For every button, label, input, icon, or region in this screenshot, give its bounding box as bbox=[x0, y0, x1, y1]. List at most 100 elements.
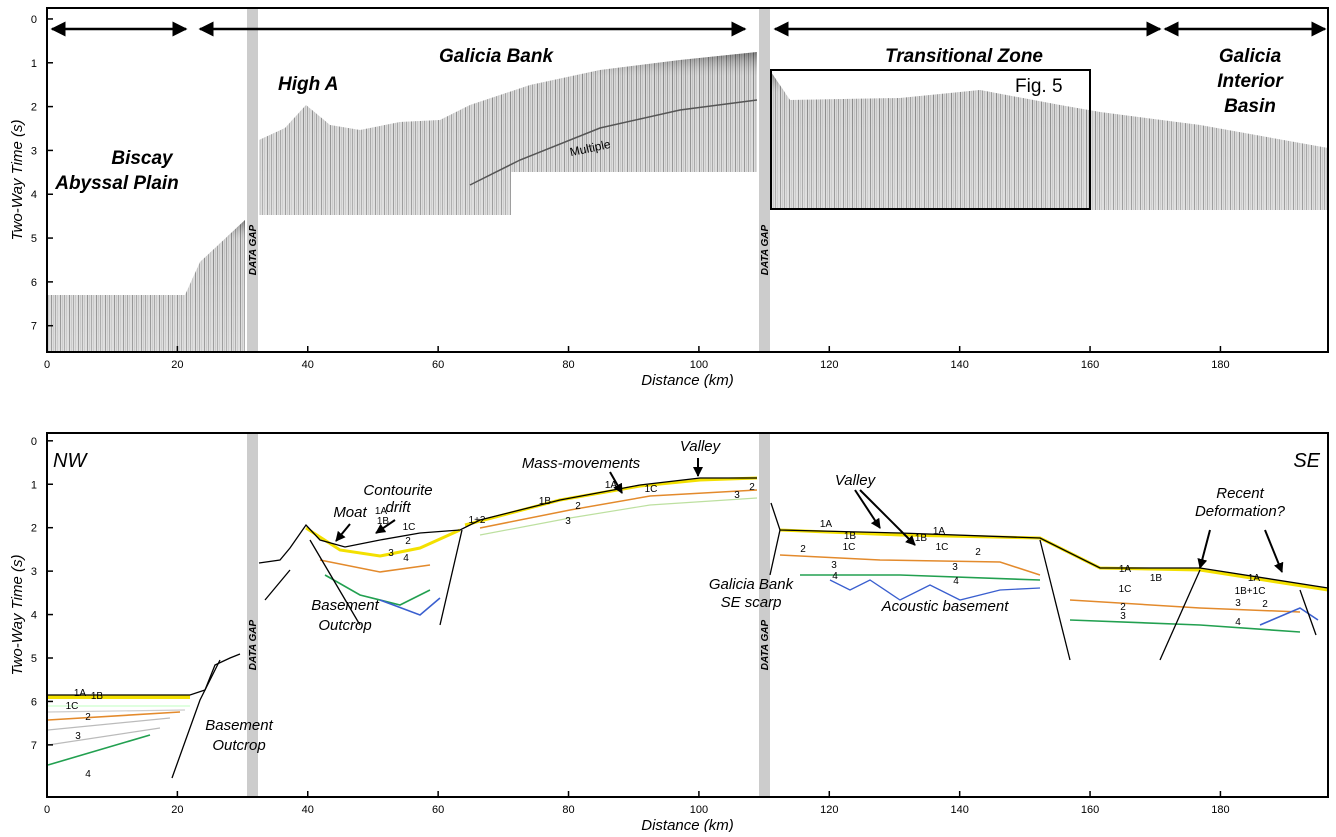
x-tick-label: 80 bbox=[562, 359, 574, 371]
gap-bar bbox=[247, 9, 258, 351]
unit-label: 1B+1C bbox=[1235, 586, 1266, 597]
label: Fig. 5 bbox=[1015, 76, 1063, 97]
unit-label: 2 bbox=[85, 712, 91, 723]
unit-label: 1C bbox=[645, 484, 658, 495]
region-label: Galicia Bank bbox=[439, 46, 554, 67]
unit-label: 3 bbox=[1235, 598, 1241, 609]
y-tick-label: 2 bbox=[31, 523, 37, 535]
seismic-profile: Biscay Abyssal Plain High A Galicia Bank… bbox=[48, 9, 1328, 352]
x-tick-label: 140 bbox=[950, 359, 968, 371]
x-tick-label: 140 bbox=[950, 804, 968, 816]
y-axis-label: Two-Way Time (s) bbox=[9, 120, 26, 241]
x-tick-label: 120 bbox=[820, 804, 838, 816]
unit-label: 1A bbox=[933, 526, 946, 537]
unit-label: 3 bbox=[831, 560, 837, 571]
region-label: High A bbox=[278, 74, 339, 95]
y-tick-label: 7 bbox=[31, 321, 37, 333]
y-tick-label: 5 bbox=[31, 233, 37, 245]
x-axis-label: Distance (km) bbox=[641, 817, 734, 832]
x-tick-label: 40 bbox=[302, 359, 314, 371]
label: Basement bbox=[311, 597, 379, 614]
label: Outcrop bbox=[318, 617, 371, 634]
unit-label: 4 bbox=[1235, 617, 1241, 628]
x-tick-label: 180 bbox=[1211, 359, 1229, 371]
y-tick-label: 2 bbox=[31, 102, 37, 114]
gap-bar bbox=[759, 434, 770, 796]
x-tick-label: 60 bbox=[432, 804, 444, 816]
y-tick-label: 6 bbox=[31, 696, 37, 708]
label: SE scarp bbox=[721, 594, 782, 611]
y-tick-label: 5 bbox=[31, 653, 37, 665]
label: Acoustic basement bbox=[881, 598, 1010, 615]
y-axis-label: Two-Way Time (s) bbox=[9, 555, 26, 676]
unit-label: 1C bbox=[66, 701, 79, 712]
label: Recent bbox=[1216, 485, 1264, 502]
y-tick-label: 7 bbox=[31, 740, 37, 752]
label: Outcrop bbox=[212, 737, 265, 754]
unit-label: 4 bbox=[832, 571, 838, 582]
gap-label: DATA GAP bbox=[760, 619, 771, 670]
x-tick-label: 160 bbox=[1081, 359, 1099, 371]
unit-label: 2 bbox=[1262, 599, 1268, 610]
region-label: Basin bbox=[1224, 96, 1276, 117]
unit-label: 3 bbox=[952, 562, 958, 573]
label: NW bbox=[53, 450, 88, 472]
label: Valley bbox=[835, 472, 877, 489]
label: Contourite bbox=[363, 482, 432, 499]
gap-label: DATA GAP bbox=[760, 224, 771, 275]
label: drift bbox=[385, 499, 411, 516]
y-tick-label: 6 bbox=[31, 277, 37, 289]
y-tick-label: 3 bbox=[31, 566, 37, 578]
unit-label: 1A bbox=[1119, 564, 1132, 575]
x-tick-label: 100 bbox=[690, 359, 708, 371]
y-tick-label: 4 bbox=[31, 610, 37, 622]
label: Deformation? bbox=[1195, 503, 1286, 520]
interpretation: NW SE Moat Contourite drift Mass-movemen… bbox=[48, 434, 1328, 796]
unit-label: 1B bbox=[91, 691, 104, 702]
y-tick-label: 3 bbox=[31, 145, 37, 157]
unit-label: 1C bbox=[1119, 584, 1132, 595]
y-tick-label: 0 bbox=[31, 14, 37, 26]
region-label: Transitional Zone bbox=[885, 46, 1043, 67]
unit-label: 3 bbox=[1120, 611, 1126, 622]
figure: Biscay Abyssal Plain High A Galicia Bank… bbox=[0, 0, 1336, 832]
unit-label: 1A bbox=[820, 519, 833, 530]
y-tick-label: 4 bbox=[31, 189, 37, 201]
label: Moat bbox=[333, 504, 367, 521]
unit-label: 3 bbox=[565, 516, 571, 527]
gap-bar bbox=[759, 9, 770, 351]
x-axis-label: Distance (km) bbox=[641, 372, 734, 389]
unit-label: 1C bbox=[936, 542, 949, 553]
x-tick-label: 20 bbox=[171, 804, 183, 816]
unit-label: 1C bbox=[403, 522, 416, 533]
unit-label: 1+2 bbox=[469, 515, 486, 526]
unit-label: 2 bbox=[975, 547, 981, 558]
y-tick-label: 1 bbox=[31, 479, 37, 491]
unit-label: 2 bbox=[405, 536, 411, 547]
x-tick-label: 100 bbox=[690, 804, 708, 816]
gap-label: DATA GAP bbox=[248, 224, 259, 275]
page: Biscay Abyssal Plain High A Galicia Bank… bbox=[0, 0, 1336, 832]
unit-label: 4 bbox=[953, 576, 959, 587]
unit-label: 1B bbox=[377, 516, 390, 527]
label: Basement bbox=[205, 717, 273, 734]
x-tick-label: 0 bbox=[44, 804, 50, 816]
unit-label: 1B bbox=[539, 496, 552, 507]
label: SE bbox=[1293, 450, 1320, 472]
gap-label: DATA GAP bbox=[248, 619, 259, 670]
y-tick-label: 1 bbox=[31, 58, 37, 70]
unit-label: 1B bbox=[915, 533, 928, 544]
unit-label: 3 bbox=[388, 548, 394, 559]
region-label: Galicia bbox=[1219, 46, 1282, 67]
y-tick-label: 0 bbox=[31, 436, 37, 448]
x-tick-label: 120 bbox=[820, 359, 838, 371]
unit-label: 1A bbox=[1248, 573, 1261, 584]
x-tick-label: 180 bbox=[1211, 804, 1229, 816]
unit-label: 3 bbox=[75, 731, 81, 742]
region-label: Biscay bbox=[111, 148, 174, 169]
x-tick-label: 160 bbox=[1081, 804, 1099, 816]
x-tick-label: 20 bbox=[171, 359, 183, 371]
region-label: Abyssal Plain bbox=[54, 173, 179, 194]
unit-label: 2 bbox=[749, 482, 755, 493]
x-tick-label: 80 bbox=[562, 804, 574, 816]
